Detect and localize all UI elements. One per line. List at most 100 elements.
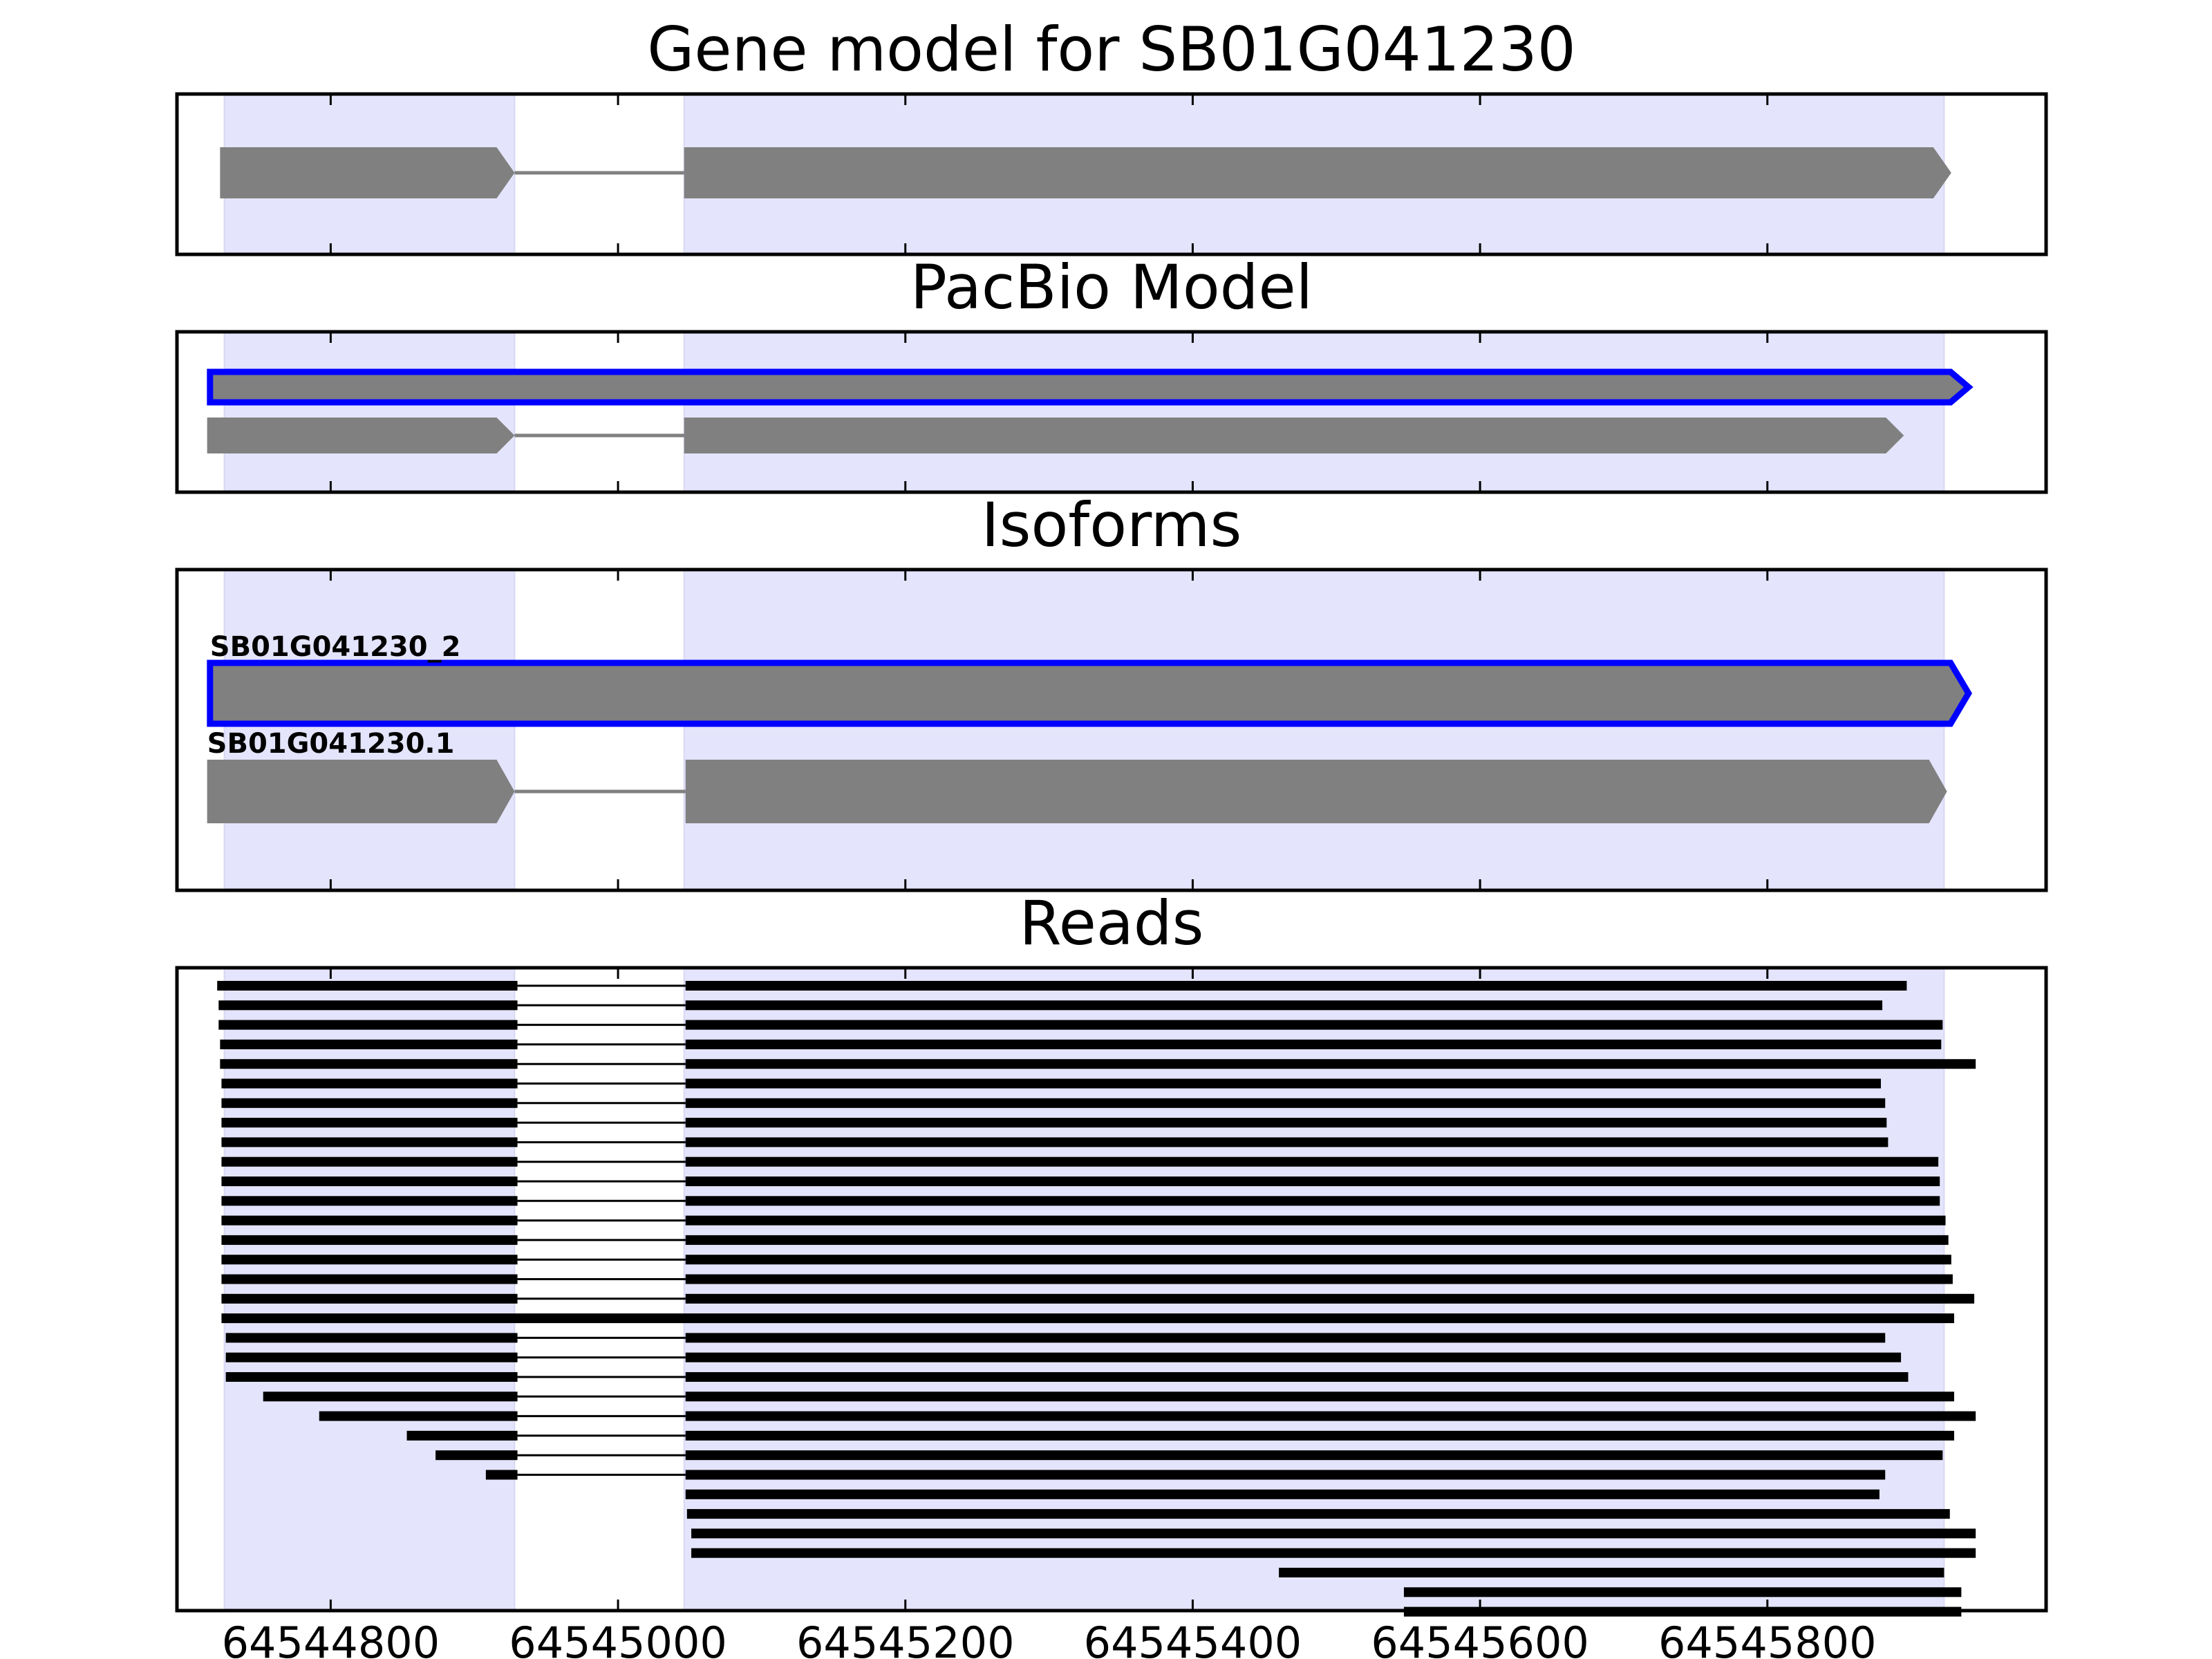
read-segment [685, 1000, 1883, 1011]
gene-model [207, 418, 1904, 453]
read-segment [685, 1177, 1940, 1186]
read-segment [685, 1020, 1943, 1030]
read [263, 1391, 1954, 1402]
panel-title: PacBio Model [910, 252, 1313, 323]
panel-title: Gene model for SB01G041230 [647, 14, 1576, 85]
read [221, 1137, 1888, 1147]
highlight-region [223, 331, 516, 493]
read [406, 1430, 1954, 1441]
x-axis: 64544800 64545000 64545200 64545400 64545600… [222, 1618, 1877, 1659]
exon-block [207, 368, 1974, 406]
gene-model: SB01G041230.1 [207, 728, 1947, 823]
read [686, 1509, 1950, 1519]
isoform-label: SB01G041230_2 [210, 631, 461, 663]
read [1279, 1568, 1944, 1577]
read-segment [685, 1391, 1954, 1402]
read-segment [685, 1098, 1886, 1108]
read [221, 1293, 1975, 1304]
read [218, 1000, 1883, 1011]
read-segment [221, 1274, 518, 1284]
read [685, 1489, 1880, 1499]
panel-frame [175, 568, 2048, 892]
read-segment [221, 1098, 518, 1108]
read [220, 1059, 1976, 1069]
read-segment [685, 1118, 1887, 1128]
read-segment [685, 1255, 1951, 1265]
panel-4: Reads [175, 888, 2048, 1617]
read [225, 1372, 1909, 1382]
x-tick-label: 64545400 [1084, 1618, 1302, 1659]
read-segment [221, 1313, 1954, 1324]
read-segment [221, 1137, 518, 1147]
x-tick-label: 64545200 [796, 1618, 1015, 1659]
isoform-label: SB01G041230.1 [207, 728, 455, 760]
x-tick-label: 64545600 [1371, 1618, 1589, 1659]
read [221, 1078, 1881, 1089]
read [435, 1450, 1943, 1461]
read-segment [685, 1274, 1953, 1284]
read-segment [685, 1411, 1976, 1421]
read-segment [435, 1450, 518, 1461]
panel-frame [175, 966, 2048, 1613]
read-segment [485, 1470, 518, 1480]
read-segment [685, 1470, 1886, 1480]
panel-2: PacBio Model [175, 252, 2048, 494]
read [221, 1156, 1939, 1167]
read [221, 1098, 1886, 1108]
exon-block [207, 418, 515, 453]
read-segment [685, 1059, 1976, 1069]
exon-block [220, 147, 515, 198]
read-segment [691, 1548, 1976, 1558]
read-segment [221, 1078, 518, 1089]
read-segment [685, 1078, 1881, 1089]
exon-block [207, 659, 1972, 727]
read-segment [220, 1059, 518, 1069]
exon-block [684, 147, 1951, 198]
panel-1: Gene model for SB01G041230 [175, 14, 2048, 256]
read-segment [685, 1156, 1939, 1167]
read-segment [685, 1293, 1975, 1304]
read-segment [685, 1333, 1886, 1343]
read [691, 1548, 1976, 1558]
x-tick-label: 64545000 [509, 1618, 727, 1659]
x-tick-label: 64544800 [222, 1618, 440, 1659]
read-segment [220, 1039, 518, 1049]
read-segment [225, 1333, 518, 1343]
read-segment [685, 1450, 1943, 1461]
read [221, 1118, 1887, 1128]
read-segment [685, 1196, 1940, 1206]
x-tick-label: 64545800 [1658, 1618, 1877, 1659]
read [691, 1528, 1976, 1539]
read-segment [685, 1215, 1946, 1226]
read-segment [319, 1411, 518, 1421]
read-segment [221, 1255, 518, 1265]
panel-frame [175, 330, 2048, 494]
read-segment [218, 1000, 518, 1011]
read [485, 1470, 1886, 1480]
highlight-region [683, 331, 1945, 493]
read [218, 1020, 1943, 1030]
read [220, 1039, 1942, 1049]
read-segment [685, 1352, 1902, 1362]
selected-model [207, 368, 1974, 406]
read-segment [685, 1039, 1942, 1049]
read-segment [263, 1391, 518, 1402]
panel-title: Isoforms [982, 489, 1242, 561]
read [225, 1352, 1902, 1362]
read-segment [1279, 1568, 1944, 1577]
read [225, 1333, 1886, 1343]
read-segment [685, 1489, 1880, 1499]
highlight-region [223, 967, 516, 1611]
exon-block [684, 418, 1904, 453]
read-segment [221, 1177, 518, 1186]
read-segment [685, 1137, 1888, 1147]
highlight-region [223, 569, 516, 891]
read-segment [225, 1372, 518, 1382]
highlight-region [683, 967, 1945, 1611]
read-segment [225, 1352, 518, 1362]
selected-model: SB01G041230_2 [207, 631, 1972, 727]
read [221, 1313, 1954, 1324]
panel-3: Isoforms SB01G041230_2 SB01G041230.1 [175, 489, 2048, 892]
read-segment [686, 1509, 1950, 1519]
read-segment [1403, 1587, 1962, 1597]
